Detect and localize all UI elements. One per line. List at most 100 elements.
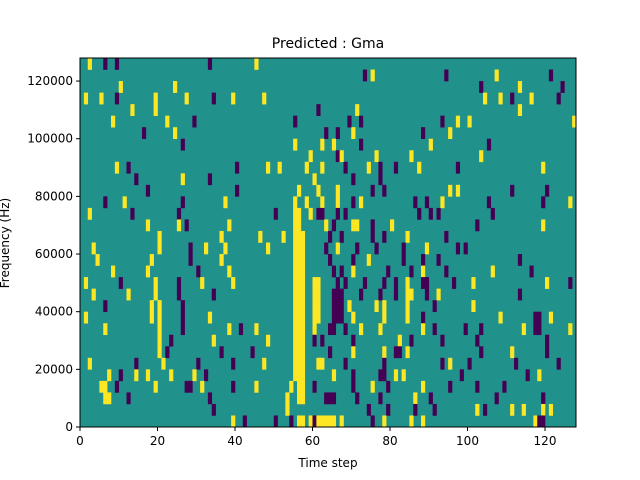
heatmap-cell [432,403,437,416]
heatmap-cell [254,58,259,70]
heatmap-cell [382,184,387,197]
heatmap-cell [312,288,317,301]
heatmap-cell [359,288,364,301]
heatmap-cell [207,311,213,324]
heatmap-cell [297,357,302,370]
heatmap-cell [386,265,391,278]
heatmap-cell [483,403,488,416]
heatmap-cell [227,219,232,232]
heatmap-cell [359,138,364,151]
heatmap-cell [145,265,151,278]
heatmap-cell [312,311,317,324]
heatmap-cell [467,357,472,370]
heatmap-cell [297,346,302,359]
heatmap-cell [393,277,399,289]
heatmap-cell [328,254,333,266]
heatmap-cell [324,242,329,255]
heatmap-cell [149,311,154,324]
heatmap-cell [118,369,123,382]
heatmap-cell [514,357,519,370]
heatmap-cell [207,58,213,70]
x-tick-label: 120 [534,434,557,448]
x-axis-ticks: 0 20 40 60 80 100 120 [76,427,556,448]
heatmap-cell [424,196,430,209]
heatmap-cell [339,230,344,243]
heatmap-cell [510,92,515,105]
heatmap-cell [316,415,321,428]
plot-frame [79,57,577,428]
x-tick-label: 80 [382,434,397,448]
heatmap-cell [475,403,480,416]
heatmap-cell [99,380,104,393]
heatmap-cell [320,207,325,220]
heatmap-cell [242,415,247,428]
heatmap-cell [533,323,538,336]
heatmap-cell [525,369,530,382]
heatmap-cell [545,277,550,289]
heatmap-cell [351,127,356,140]
heatmap-cell [180,173,185,186]
heatmap-cell [293,357,298,370]
heatmap-cell [320,357,325,370]
heatmap-cell [87,357,92,370]
heatmap-cell [471,277,476,289]
heatmap-cell [335,150,340,163]
heatmap-cell [293,277,298,289]
heatmap-cell [204,242,209,255]
heatmap-cell [339,288,344,301]
heatmap-cell [176,207,182,220]
heatmap-cell [343,323,348,336]
heatmap-cell [254,323,259,336]
heatmap-cell [424,277,430,289]
heatmap-cell [421,265,426,278]
heatmap-cell [157,311,162,324]
heatmap-cell [300,323,306,336]
heatmap-cell [521,403,526,416]
heatmap-cell [548,69,554,82]
heatmap-cell [335,127,340,140]
x-tick-label: 20 [150,434,165,448]
heatmap-cell [304,196,309,209]
heatmap-cell [250,346,255,359]
heatmap-cell [293,138,298,151]
heatmap-cell [161,357,166,370]
heatmap-cell [103,323,108,336]
heatmap-cell [537,369,542,382]
heatmap-cell [103,392,108,405]
heatmap-cell [386,403,391,416]
heatmap-cell [126,161,131,174]
heatmap-cell [510,403,515,416]
heatmap-cell [359,196,364,209]
heatmap-cell [293,207,298,220]
heatmap-cell [339,150,344,163]
heatmap-cell [328,230,333,243]
heatmap-cell [541,219,546,232]
heatmap-cell [300,369,306,382]
heatmap-cell [103,196,108,209]
heatmap-cell [184,92,189,105]
heatmap-cell [293,242,298,255]
heatmap-cell [351,334,356,347]
heatmap-cell [362,277,368,289]
heatmap-cell [328,323,333,336]
heatmap-cell [568,196,573,209]
heatmap-cell [262,357,267,370]
heatmap-cell [126,392,131,405]
heatmap-cell [486,138,492,151]
heatmap-cell [409,288,414,301]
heatmap-cell [374,150,379,163]
heatmap-cell [231,277,236,289]
heatmap-cell [157,242,162,255]
heatmap-cell [343,207,348,220]
heatmap-cell [83,92,89,105]
heatmap-cell [207,392,213,405]
heatmap-cell [83,311,89,324]
heatmap-cell [355,104,360,116]
heatmap-cell [533,311,538,324]
heatmap-cell [545,334,550,347]
heatmap-cell [231,415,236,428]
heatmap-cell [293,288,298,301]
plot-area [79,57,577,428]
heatmap-cell [331,323,337,336]
heatmap-cell [297,300,302,312]
